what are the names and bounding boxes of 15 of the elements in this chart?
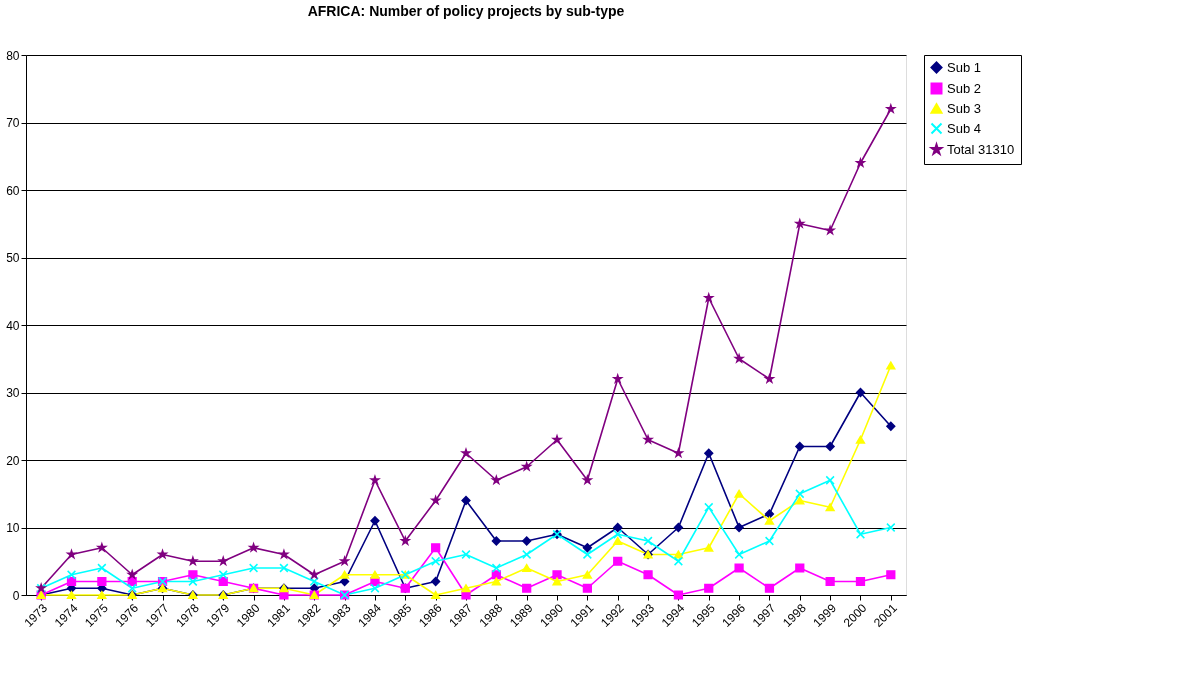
- legend-label: Total 31310: [947, 141, 1015, 157]
- legend-label: Sub 2: [947, 80, 981, 96]
- legend-label: Sub 1: [947, 59, 981, 75]
- y-tick-label: 60: [6, 183, 20, 198]
- y-tick-label: 70: [6, 116, 20, 130]
- y-tick-label: 50: [6, 251, 20, 265]
- y-tick-label: 30: [6, 386, 20, 400]
- y-tick-label: 0: [12, 588, 20, 603]
- legend-label: Sub 3: [947, 100, 981, 116]
- y-tick-label: 20: [6, 453, 20, 468]
- y-tick-label: 40: [6, 318, 20, 333]
- y-tick-label: 80: [6, 48, 20, 63]
- chart-title: AFRICA: Number of policy projects by sub-type: [307, 3, 625, 19]
- legend-label: Sub 4: [947, 120, 981, 136]
- y-tick-label: 10: [6, 521, 20, 535]
